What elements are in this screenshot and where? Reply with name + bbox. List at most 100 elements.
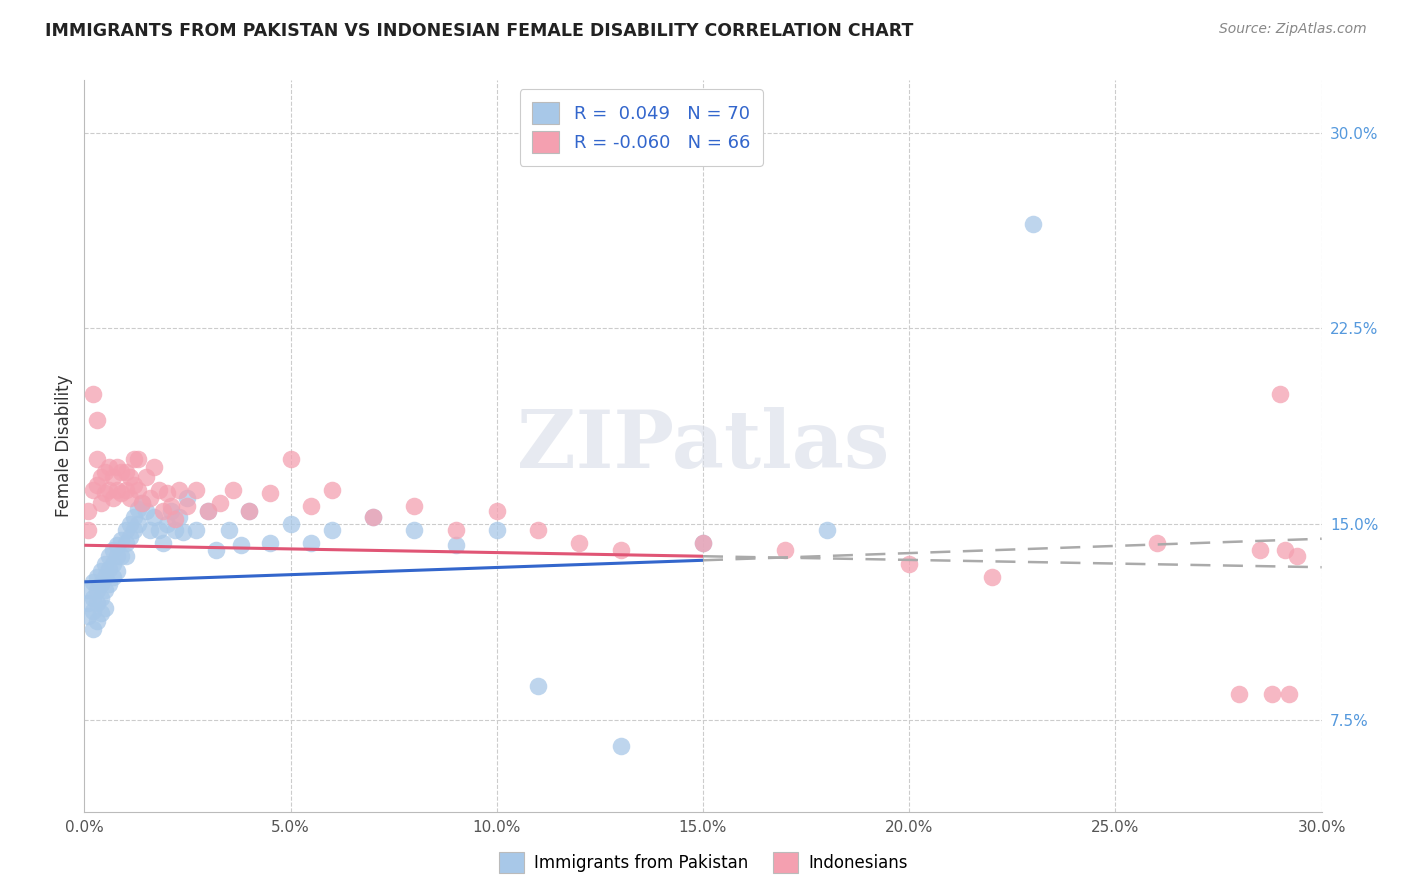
- Point: [94, 569, 117, 583]
- Point: [105, 459, 128, 474]
- Point: [82, 483, 104, 498]
- Point: [90, 565, 112, 579]
- Point: [209, 496, 232, 510]
- Point: [82, 603, 104, 617]
- Point: [197, 504, 219, 518]
- Point: [118, 491, 141, 506]
- Point: [1285, 549, 1308, 563]
- Point: [122, 509, 145, 524]
- Point: [122, 523, 145, 537]
- Point: [176, 491, 198, 506]
- Point: [815, 523, 838, 537]
- Point: [692, 535, 714, 549]
- Point: [485, 523, 508, 537]
- Point: [86, 596, 108, 610]
- Point: [165, 523, 187, 537]
- Point: [135, 470, 157, 484]
- Point: [90, 606, 112, 620]
- Point: [98, 562, 121, 576]
- Point: [90, 591, 112, 605]
- Point: [118, 470, 141, 484]
- Point: [94, 465, 117, 479]
- Point: [86, 413, 108, 427]
- Point: [103, 569, 125, 583]
- Point: [222, 483, 245, 498]
- Text: IMMIGRANTS FROM PAKISTAN VS INDONESIAN FEMALE DISABILITY CORRELATION CHART: IMMIGRANTS FROM PAKISTAN VS INDONESIAN F…: [45, 22, 914, 40]
- Point: [280, 517, 302, 532]
- Point: [105, 483, 128, 498]
- Point: [218, 523, 240, 537]
- Point: [118, 517, 141, 532]
- Point: [127, 517, 149, 532]
- Point: [103, 470, 125, 484]
- Point: [172, 525, 194, 540]
- Point: [105, 538, 128, 552]
- Point: [118, 530, 141, 544]
- Point: [692, 535, 714, 549]
- Point: [127, 501, 149, 516]
- Legend: Immigrants from Pakistan, Indonesians: Immigrants from Pakistan, Indonesians: [492, 846, 914, 880]
- Point: [103, 543, 125, 558]
- Point: [1249, 543, 1271, 558]
- Point: [94, 557, 117, 571]
- Point: [114, 483, 136, 498]
- Point: [114, 465, 136, 479]
- Point: [167, 509, 190, 524]
- Point: [122, 452, 145, 467]
- Point: [609, 739, 631, 754]
- Point: [94, 601, 117, 615]
- Point: [98, 549, 121, 563]
- Legend: R =  0.049   N = 70, R = -0.060   N = 66: R = 0.049 N = 70, R = -0.060 N = 66: [520, 89, 762, 166]
- Point: [94, 582, 117, 597]
- Point: [105, 565, 128, 579]
- Point: [82, 591, 104, 605]
- Point: [1227, 687, 1250, 701]
- Point: [82, 574, 104, 589]
- Point: [165, 512, 187, 526]
- Point: [131, 496, 153, 510]
- Point: [527, 523, 550, 537]
- Point: [361, 509, 384, 524]
- Point: [156, 517, 179, 532]
- Point: [86, 452, 108, 467]
- Point: [135, 504, 157, 518]
- Point: [184, 523, 207, 537]
- Point: [122, 478, 145, 492]
- Point: [143, 509, 166, 524]
- Point: [90, 470, 112, 484]
- Point: [404, 523, 426, 537]
- Point: [361, 509, 384, 524]
- Point: [229, 538, 252, 552]
- Point: [167, 483, 190, 498]
- Point: [86, 582, 108, 597]
- Point: [110, 465, 132, 479]
- Point: [238, 504, 260, 518]
- Point: [110, 533, 132, 547]
- Point: [321, 483, 343, 498]
- Point: [898, 557, 921, 571]
- Point: [110, 486, 132, 500]
- Point: [127, 483, 149, 498]
- Point: [609, 543, 631, 558]
- Point: [148, 483, 170, 498]
- Point: [94, 486, 117, 500]
- Point: [1274, 543, 1296, 558]
- Point: [1261, 687, 1284, 701]
- Point: [205, 543, 228, 558]
- Point: [1022, 217, 1045, 231]
- Point: [114, 523, 136, 537]
- Point: [139, 491, 162, 506]
- Text: ZIPatlas: ZIPatlas: [517, 407, 889, 485]
- Point: [775, 543, 797, 558]
- Point: [404, 499, 426, 513]
- Point: [110, 549, 132, 563]
- Point: [114, 549, 136, 563]
- Point: [1278, 687, 1301, 701]
- Point: [77, 596, 100, 610]
- Point: [176, 499, 198, 513]
- Point: [127, 452, 149, 467]
- Point: [485, 504, 508, 518]
- Point: [86, 569, 108, 583]
- Point: [238, 504, 260, 518]
- Point: [184, 483, 207, 498]
